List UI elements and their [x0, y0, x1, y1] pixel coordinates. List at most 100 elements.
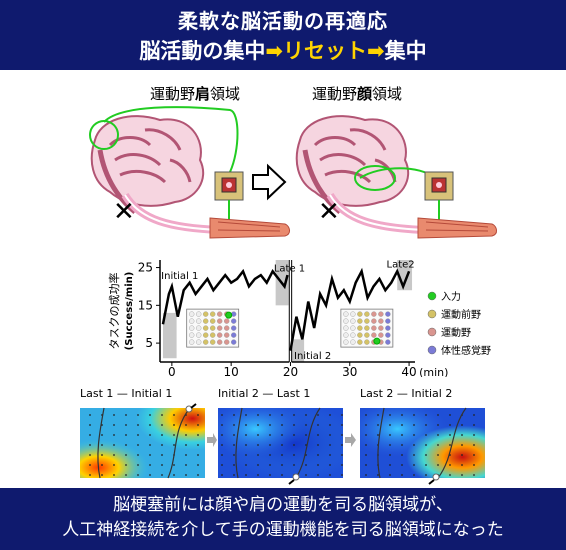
map-arrow-icon — [207, 433, 217, 447]
map-title-2: Initial 2 — Last 1 — [218, 387, 311, 400]
electrode-dot — [357, 318, 363, 324]
map-title-3: Last 2 — Initial 2 — [360, 387, 453, 400]
electrode-dot — [216, 318, 223, 324]
brain-left-illustration: ✕ — [89, 115, 221, 234]
transition-arrow-icon — [252, 163, 287, 201]
electrode-dot — [378, 332, 384, 338]
electrode-dot — [209, 339, 216, 345]
x-tick-label: 0 — [168, 365, 176, 377]
footer-line-2: 人工神経接続を介して手の運動機能を司る脳領域になった — [62, 520, 504, 540]
annotation-label: Initial 2 — [294, 351, 331, 362]
electrode-dot — [357, 311, 363, 317]
electrode-dot — [188, 311, 195, 317]
electrode-dot — [202, 332, 209, 338]
activity-map-2 — [218, 407, 343, 485]
electrode-dot — [195, 339, 202, 345]
legend-swatch — [427, 327, 437, 337]
annotation-label: Late 1 — [274, 263, 305, 274]
legend-label: 入力 — [441, 290, 461, 303]
electrode-dot — [364, 325, 370, 331]
electrode-dot — [230, 332, 237, 338]
electrode-dot — [216, 339, 223, 345]
arrow-icon: ➡ — [367, 39, 385, 63]
electrode-dot — [223, 339, 230, 345]
data-series-line — [289, 267, 411, 351]
electrode-dot — [357, 339, 363, 345]
electrode-dot — [357, 325, 363, 331]
electrode-dot — [209, 311, 216, 317]
input-electrode — [225, 311, 233, 319]
electrode-dot — [216, 311, 223, 317]
activity-map-1 — [80, 403, 205, 479]
arrow-icon: ➡ — [265, 39, 283, 63]
arm-left-illustration — [209, 217, 290, 239]
electrode-dot — [202, 339, 209, 345]
electrode-dot — [364, 318, 370, 324]
legend-swatch — [427, 309, 437, 319]
electrode-dot — [188, 318, 195, 324]
electrode-dot — [209, 332, 216, 338]
annotation-label: Initial 1 — [161, 271, 198, 282]
lesion-x-icon: ✕ — [318, 197, 340, 227]
label-shoulder-region: 運動野肩領域 — [150, 85, 241, 103]
electrode-dot — [385, 332, 391, 338]
electrode-dot — [371, 332, 377, 338]
input-electrode — [373, 337, 381, 345]
activity-maps — [80, 403, 485, 485]
electrode-dot — [195, 311, 202, 317]
x-tick-label: 40 — [401, 365, 416, 377]
footer-banner: 脳梗塞前には顔や肩の運動を司る脳領域が、 人工神経接続を介して手の運動機能を司る… — [0, 488, 566, 550]
electrode-dot — [350, 339, 356, 345]
x-tick-label: 30 — [342, 365, 357, 377]
electrode-dot — [188, 332, 195, 338]
electrode-dot — [350, 325, 356, 331]
electrode-dot — [343, 332, 349, 338]
illustration-panel: ✕ ✕ — [89, 106, 497, 239]
electrode-dot — [202, 325, 209, 331]
electrode-dot — [364, 332, 370, 338]
electrode-dot — [188, 339, 195, 345]
subtitle-part-concentration: 脳活動の集中 — [139, 39, 266, 63]
electrode-dot — [343, 311, 349, 317]
y-tick-label: 5 — [145, 336, 153, 350]
electrode-dot — [350, 332, 356, 338]
electrode-dot — [223, 332, 230, 338]
y-axis-label: タスクの成功率 — [107, 273, 121, 350]
electrode-dot — [385, 311, 391, 317]
electrode-dot — [195, 318, 202, 324]
header-banner: 柔軟な脳活動の再適応 脳活動の集中➡リセット➡集中 — [0, 0, 566, 70]
electrode-dot — [378, 325, 384, 331]
arm-right-illustration — [417, 217, 497, 239]
electrode-dot — [202, 318, 209, 324]
electrode-dot — [230, 339, 237, 345]
electrode-dot — [343, 339, 349, 345]
subtitle-part-concentration-2: 集中 — [384, 39, 427, 63]
electrode-dot — [195, 332, 202, 338]
electrode-dot — [350, 318, 356, 324]
legend-label: 運動野 — [441, 326, 471, 339]
electrode-dot — [371, 325, 377, 331]
electrode-dot — [188, 325, 195, 331]
electrode-dot — [223, 318, 230, 324]
header-subtitle: 脳活動の集中➡リセット➡集中 — [0, 35, 566, 65]
electrode-dot — [364, 339, 370, 345]
electrode-dot — [350, 311, 356, 317]
legend-label: 体性感覚野 — [441, 344, 491, 357]
electrode-dot — [195, 325, 202, 331]
success-rate-chart: 5 15 25 0 10 20 30 40 (min) タスクの成功率 (Success/min) I… — [107, 260, 491, 377]
legend-swatch — [427, 291, 437, 301]
electrode-dot — [371, 318, 377, 324]
electrode-dot — [230, 318, 237, 324]
electrode-dot — [216, 332, 223, 338]
lesion-x-icon: ✕ — [113, 197, 135, 227]
annotation-label: Late2 — [387, 260, 415, 271]
legend-label: 運動前野 — [441, 308, 481, 321]
electrode-dot — [209, 325, 216, 331]
electrode-dot — [385, 339, 391, 345]
footer-line-1: 脳梗塞前には顔や肩の運動を司る脳領域が、 — [113, 495, 453, 515]
electrode-dot — [371, 311, 377, 317]
electrode-dot — [209, 318, 216, 324]
electrode-dot — [343, 325, 349, 331]
data-series-line — [161, 268, 289, 325]
electrode-dot — [216, 325, 223, 331]
